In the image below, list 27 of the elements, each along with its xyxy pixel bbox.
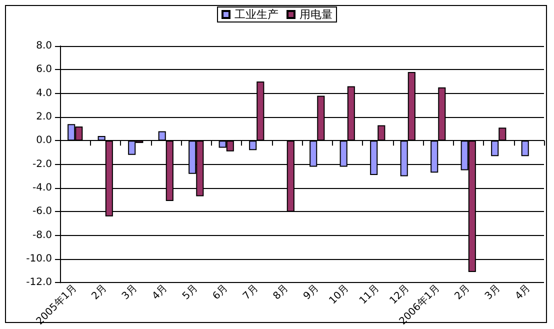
x-tick-label: 11月 — [358, 282, 382, 307]
y-tick-label: -12.0 — [26, 277, 52, 288]
legend-label: 工业生产 — [234, 8, 278, 21]
x-tick-label: 9月 — [302, 282, 322, 302]
y-tick-label: -8.0 — [32, 230, 52, 241]
x-tick-label: 5月 — [180, 282, 200, 302]
x-tick-label: 12月 — [388, 282, 412, 307]
x-tick-label: 8月 — [271, 282, 291, 302]
x-tick-label: 4月 — [513, 282, 533, 302]
y-tick-label: 0.0 — [36, 135, 52, 146]
legend-label: 用电量 — [300, 8, 332, 21]
x-tick-label: 3月 — [120, 282, 140, 302]
y-tick-label: -10.0 — [26, 254, 52, 265]
y-tick-label: -2.0 — [32, 158, 52, 170]
x-tick-label: 4月 — [150, 282, 170, 302]
y-tick-label: 2.0 — [36, 112, 52, 123]
x-tick-label: 3月 — [483, 282, 503, 302]
x-tick-label: 10月 — [327, 282, 352, 307]
x-tick-label: 7月 — [241, 282, 261, 302]
x-tick-label: 2月 — [90, 282, 110, 302]
x-tick-label: 6月 — [210, 282, 230, 302]
y-tick-label: 6.0 — [36, 64, 52, 76]
y-tick-label: 8.0 — [36, 40, 52, 52]
y-tick-label: -4.0 — [32, 182, 52, 194]
x-tick-label: 2月 — [452, 282, 472, 302]
y-tick-label: -6.0 — [32, 206, 52, 218]
y-tick-label: 4.0 — [36, 88, 52, 99]
